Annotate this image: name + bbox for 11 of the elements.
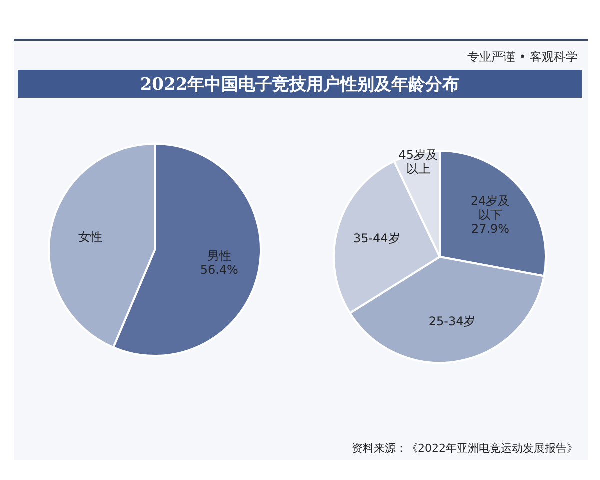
slice-label: 女性 [78,230,103,244]
slice-label: 45岁及以上 [398,148,438,176]
text: 专业严谨 • 客观科学 [467,50,578,64]
slice-label: 35-44岁 [353,232,400,246]
slice-label: 25-34岁 [428,314,476,329]
slice-label: 24岁及以下 [470,194,510,222]
data-label: 56.4% [200,263,238,278]
data-label: 27.9% [471,222,510,236]
text: 资料来源：《2022年亚洲电竞运动发展报告》 [352,442,578,455]
text: 2022年中国电子竞技用户性别及年龄分布 [140,75,460,95]
slice-label: 男性 [207,249,232,264]
